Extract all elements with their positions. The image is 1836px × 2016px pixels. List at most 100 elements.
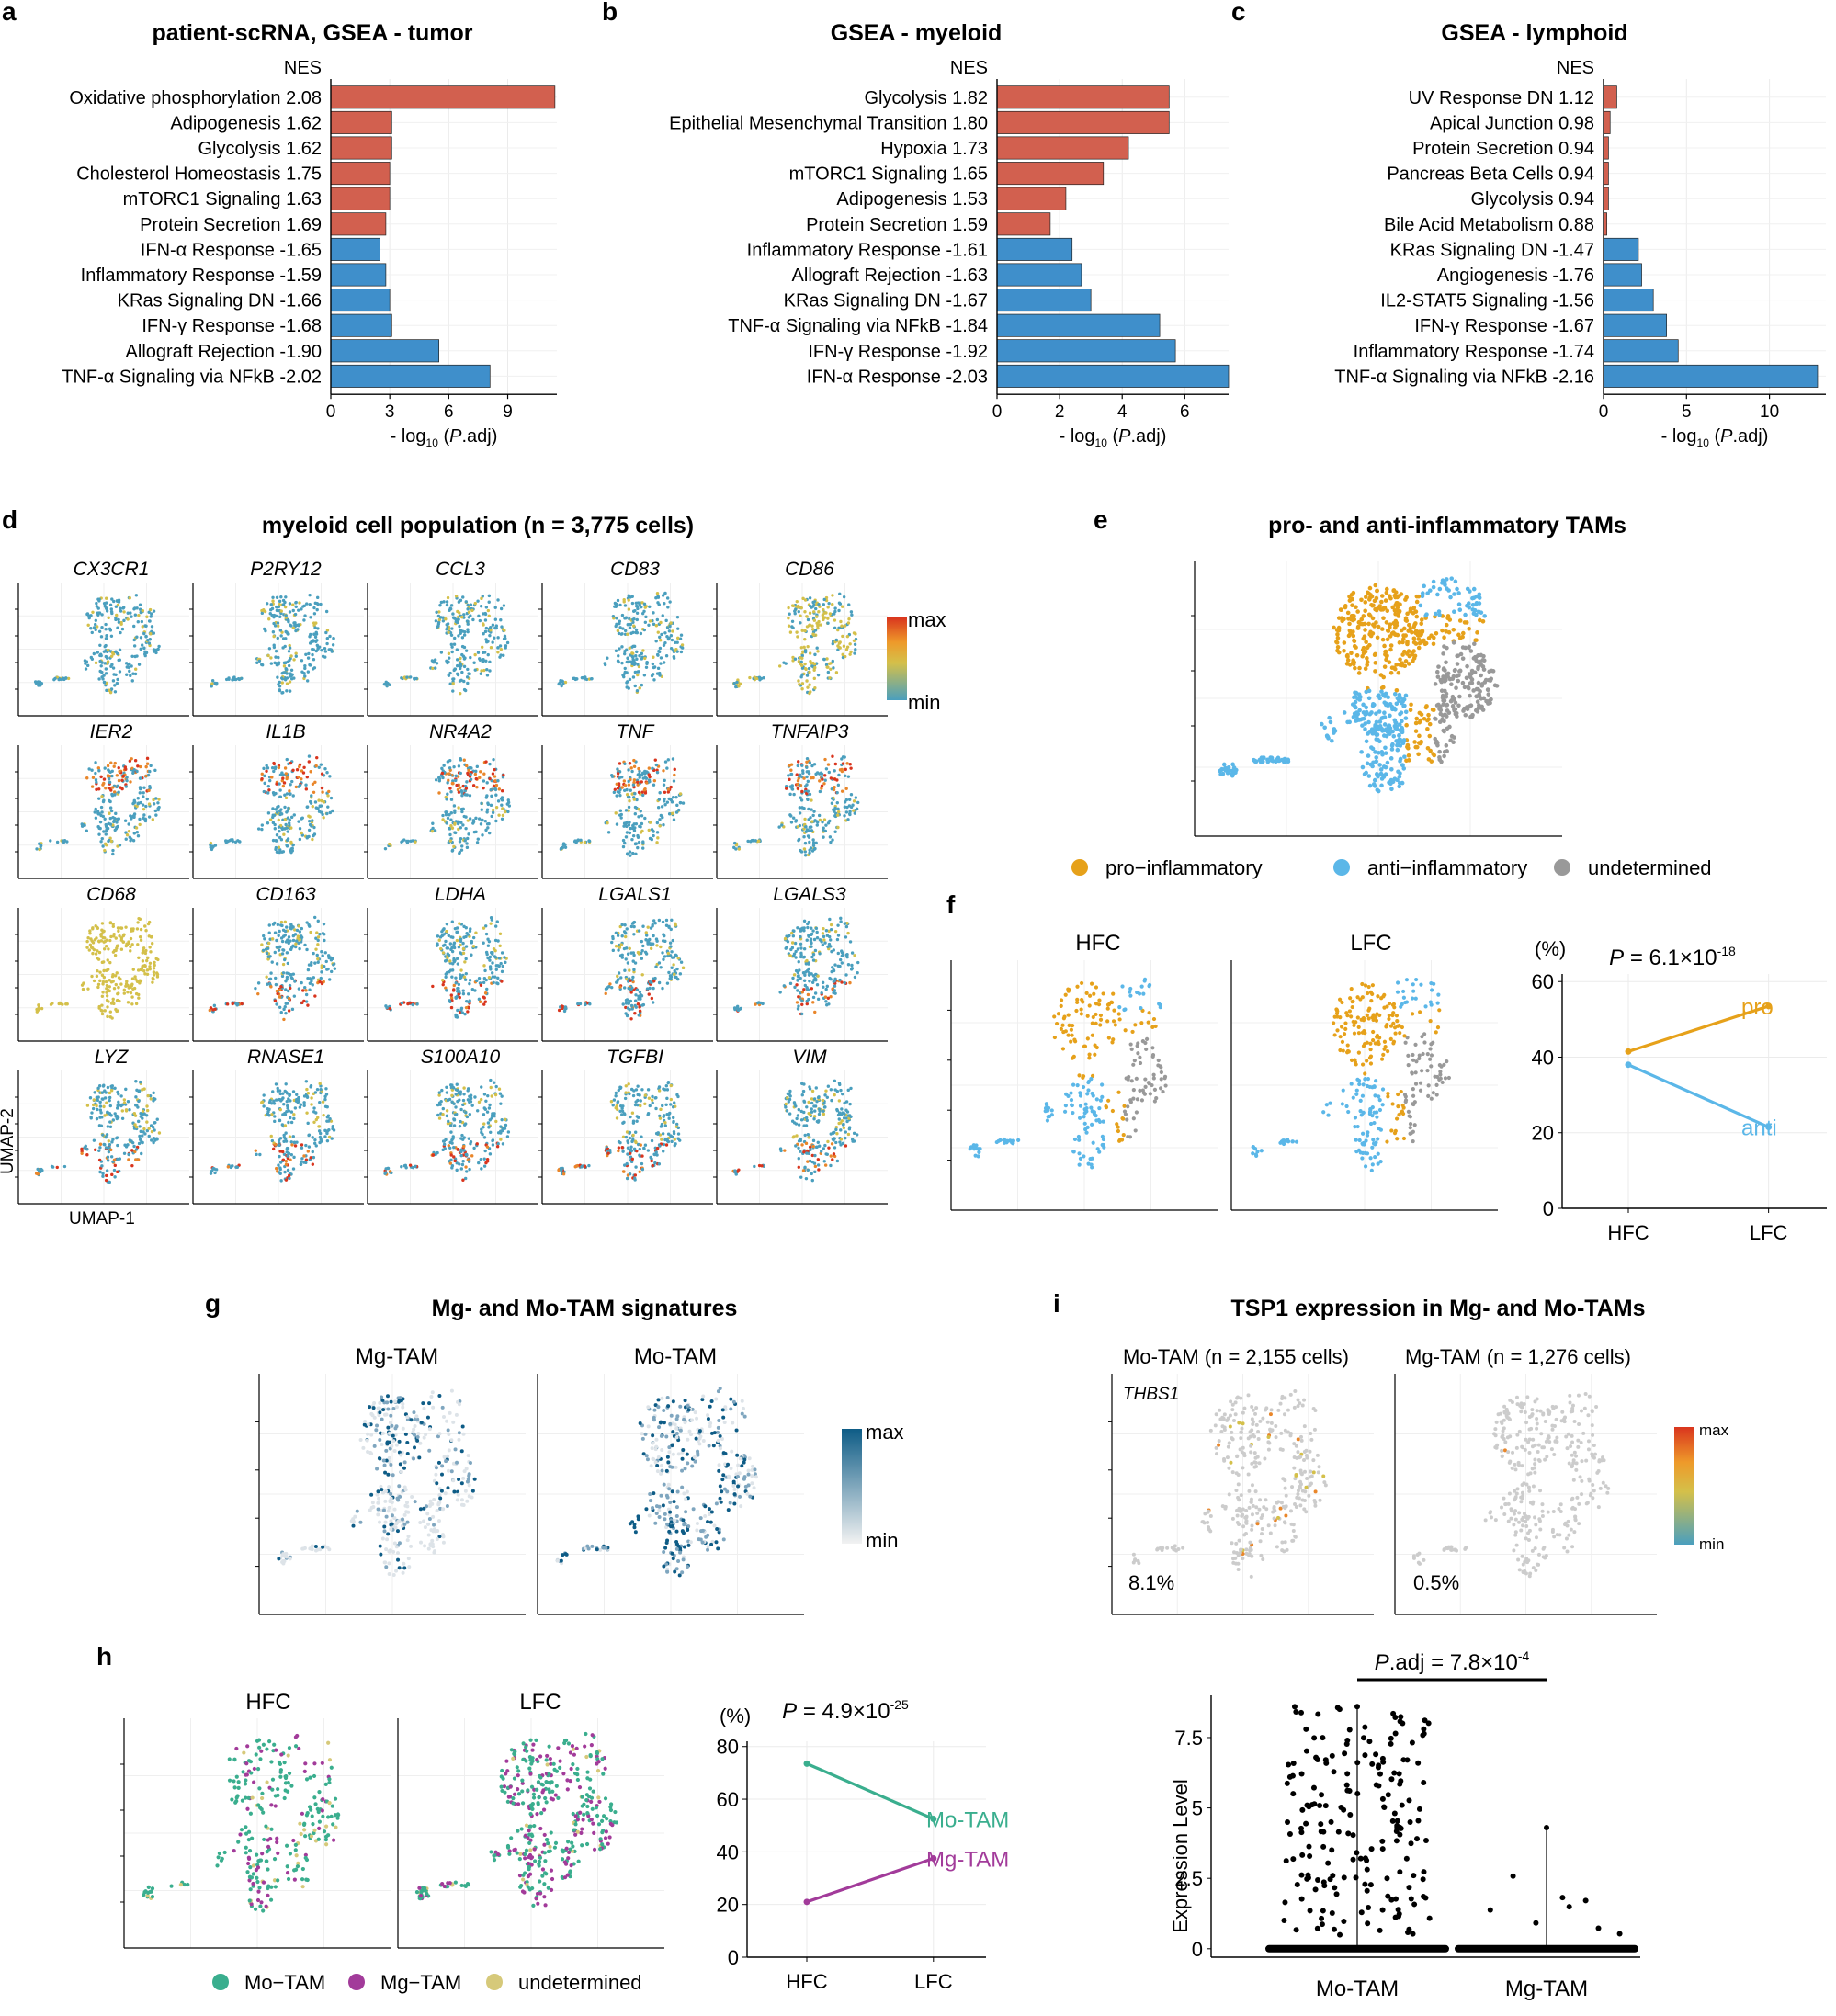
umap-cell bbox=[140, 643, 144, 647]
umap-cell bbox=[631, 630, 635, 634]
umap-cell bbox=[798, 775, 801, 778]
umap-cell bbox=[464, 649, 469, 652]
umap-cell bbox=[273, 950, 277, 955]
umap-cell bbox=[469, 603, 473, 606]
umap-cell bbox=[615, 782, 618, 786]
umap-cell bbox=[828, 917, 832, 922]
umap-cell bbox=[657, 650, 662, 654]
umap-cell bbox=[210, 682, 214, 685]
umap-cell bbox=[66, 676, 71, 681]
umap-cell bbox=[122, 610, 126, 614]
umap-cell bbox=[62, 1164, 67, 1169]
umap-cell bbox=[99, 664, 103, 668]
umap-cell bbox=[658, 635, 662, 640]
umap-cell bbox=[631, 975, 635, 980]
umap-cell bbox=[468, 979, 472, 982]
umap-cell bbox=[298, 837, 302, 842]
umap-cell bbox=[833, 929, 838, 934]
umap-cell bbox=[802, 988, 806, 991]
umap-cell bbox=[297, 987, 301, 991]
umap-cell bbox=[325, 1116, 330, 1119]
umap-cell bbox=[286, 1106, 289, 1110]
umap-cell bbox=[130, 1139, 133, 1143]
umap-cell bbox=[658, 639, 663, 642]
umap-cell bbox=[100, 810, 104, 814]
umap-cell bbox=[477, 614, 481, 618]
umap-cell bbox=[96, 766, 101, 770]
umap-cell bbox=[110, 1016, 114, 1020]
umap-cell bbox=[639, 831, 643, 834]
umap-cell bbox=[448, 839, 453, 843]
umap-cell bbox=[117, 1092, 120, 1096]
umap-cell bbox=[474, 931, 478, 934]
umap-cell bbox=[313, 961, 317, 965]
umap-cell bbox=[648, 980, 652, 984]
umap-cell bbox=[441, 982, 445, 987]
umap-cell bbox=[113, 1086, 117, 1090]
umap-cell bbox=[810, 628, 815, 631]
umap-cell bbox=[100, 922, 105, 925]
umap-cell bbox=[98, 820, 103, 824]
umap-cell bbox=[136, 802, 140, 806]
umap-cell bbox=[630, 601, 635, 606]
umap-cell bbox=[453, 809, 457, 812]
umap-cell bbox=[500, 1117, 504, 1122]
umap-cell bbox=[291, 1135, 295, 1138]
umap-cell bbox=[462, 1086, 466, 1090]
umap-cell bbox=[313, 626, 317, 629]
umap-cell bbox=[844, 774, 847, 777]
bar-label: Adipogenesis 1.62 bbox=[170, 113, 322, 133]
umap-cell bbox=[459, 837, 463, 841]
umap-cell bbox=[754, 839, 757, 843]
umap-cell bbox=[803, 649, 808, 652]
umap-cell bbox=[278, 1172, 282, 1175]
umap-cell bbox=[828, 976, 832, 980]
umap-cell bbox=[289, 815, 294, 820]
bar bbox=[330, 289, 391, 312]
umap-cell bbox=[148, 607, 153, 612]
umap-cell bbox=[807, 921, 811, 924]
umap-cell bbox=[640, 780, 643, 784]
umap-cell bbox=[471, 784, 476, 787]
umap-cell bbox=[117, 929, 120, 933]
umap-cell bbox=[447, 660, 450, 663]
umap-cell bbox=[152, 973, 156, 977]
umap-cell bbox=[808, 761, 812, 764]
umap-cell bbox=[636, 663, 640, 666]
umap-cell bbox=[114, 982, 118, 987]
umap-cell bbox=[136, 943, 140, 946]
umap-cell bbox=[458, 850, 461, 855]
umap-cell bbox=[488, 660, 492, 664]
umap-cell bbox=[132, 767, 136, 772]
umap-cell bbox=[84, 1144, 87, 1149]
umap-cell bbox=[283, 766, 288, 770]
umap-cell bbox=[823, 941, 827, 945]
umap-cell bbox=[271, 1147, 276, 1151]
umap-cell bbox=[646, 925, 650, 929]
umap-cell bbox=[802, 979, 807, 982]
umap-cell bbox=[491, 640, 494, 644]
umap-cell bbox=[838, 640, 842, 644]
umap-cell bbox=[458, 786, 462, 789]
umap-cell bbox=[280, 691, 284, 695]
umap-cell bbox=[270, 606, 275, 611]
umap-cell bbox=[112, 599, 116, 604]
umap-cell bbox=[661, 986, 664, 991]
umap-cell bbox=[65, 1002, 69, 1006]
umap-cell bbox=[500, 803, 504, 807]
umap-cell bbox=[455, 672, 459, 676]
umap-cell bbox=[211, 1166, 216, 1171]
umap-cell bbox=[455, 990, 459, 993]
umap-cell bbox=[561, 843, 566, 847]
umap-cell bbox=[152, 802, 156, 806]
umap-cell bbox=[623, 783, 628, 787]
umap-cell bbox=[799, 798, 804, 802]
umap-cell bbox=[821, 777, 824, 781]
umap-cell bbox=[611, 948, 616, 953]
umap-cell bbox=[276, 805, 279, 810]
umap-cell bbox=[663, 790, 667, 794]
umap-cell bbox=[454, 1014, 458, 1018]
umap-cell bbox=[86, 623, 90, 628]
umap-cell bbox=[320, 772, 324, 776]
umap-cell bbox=[291, 768, 295, 773]
